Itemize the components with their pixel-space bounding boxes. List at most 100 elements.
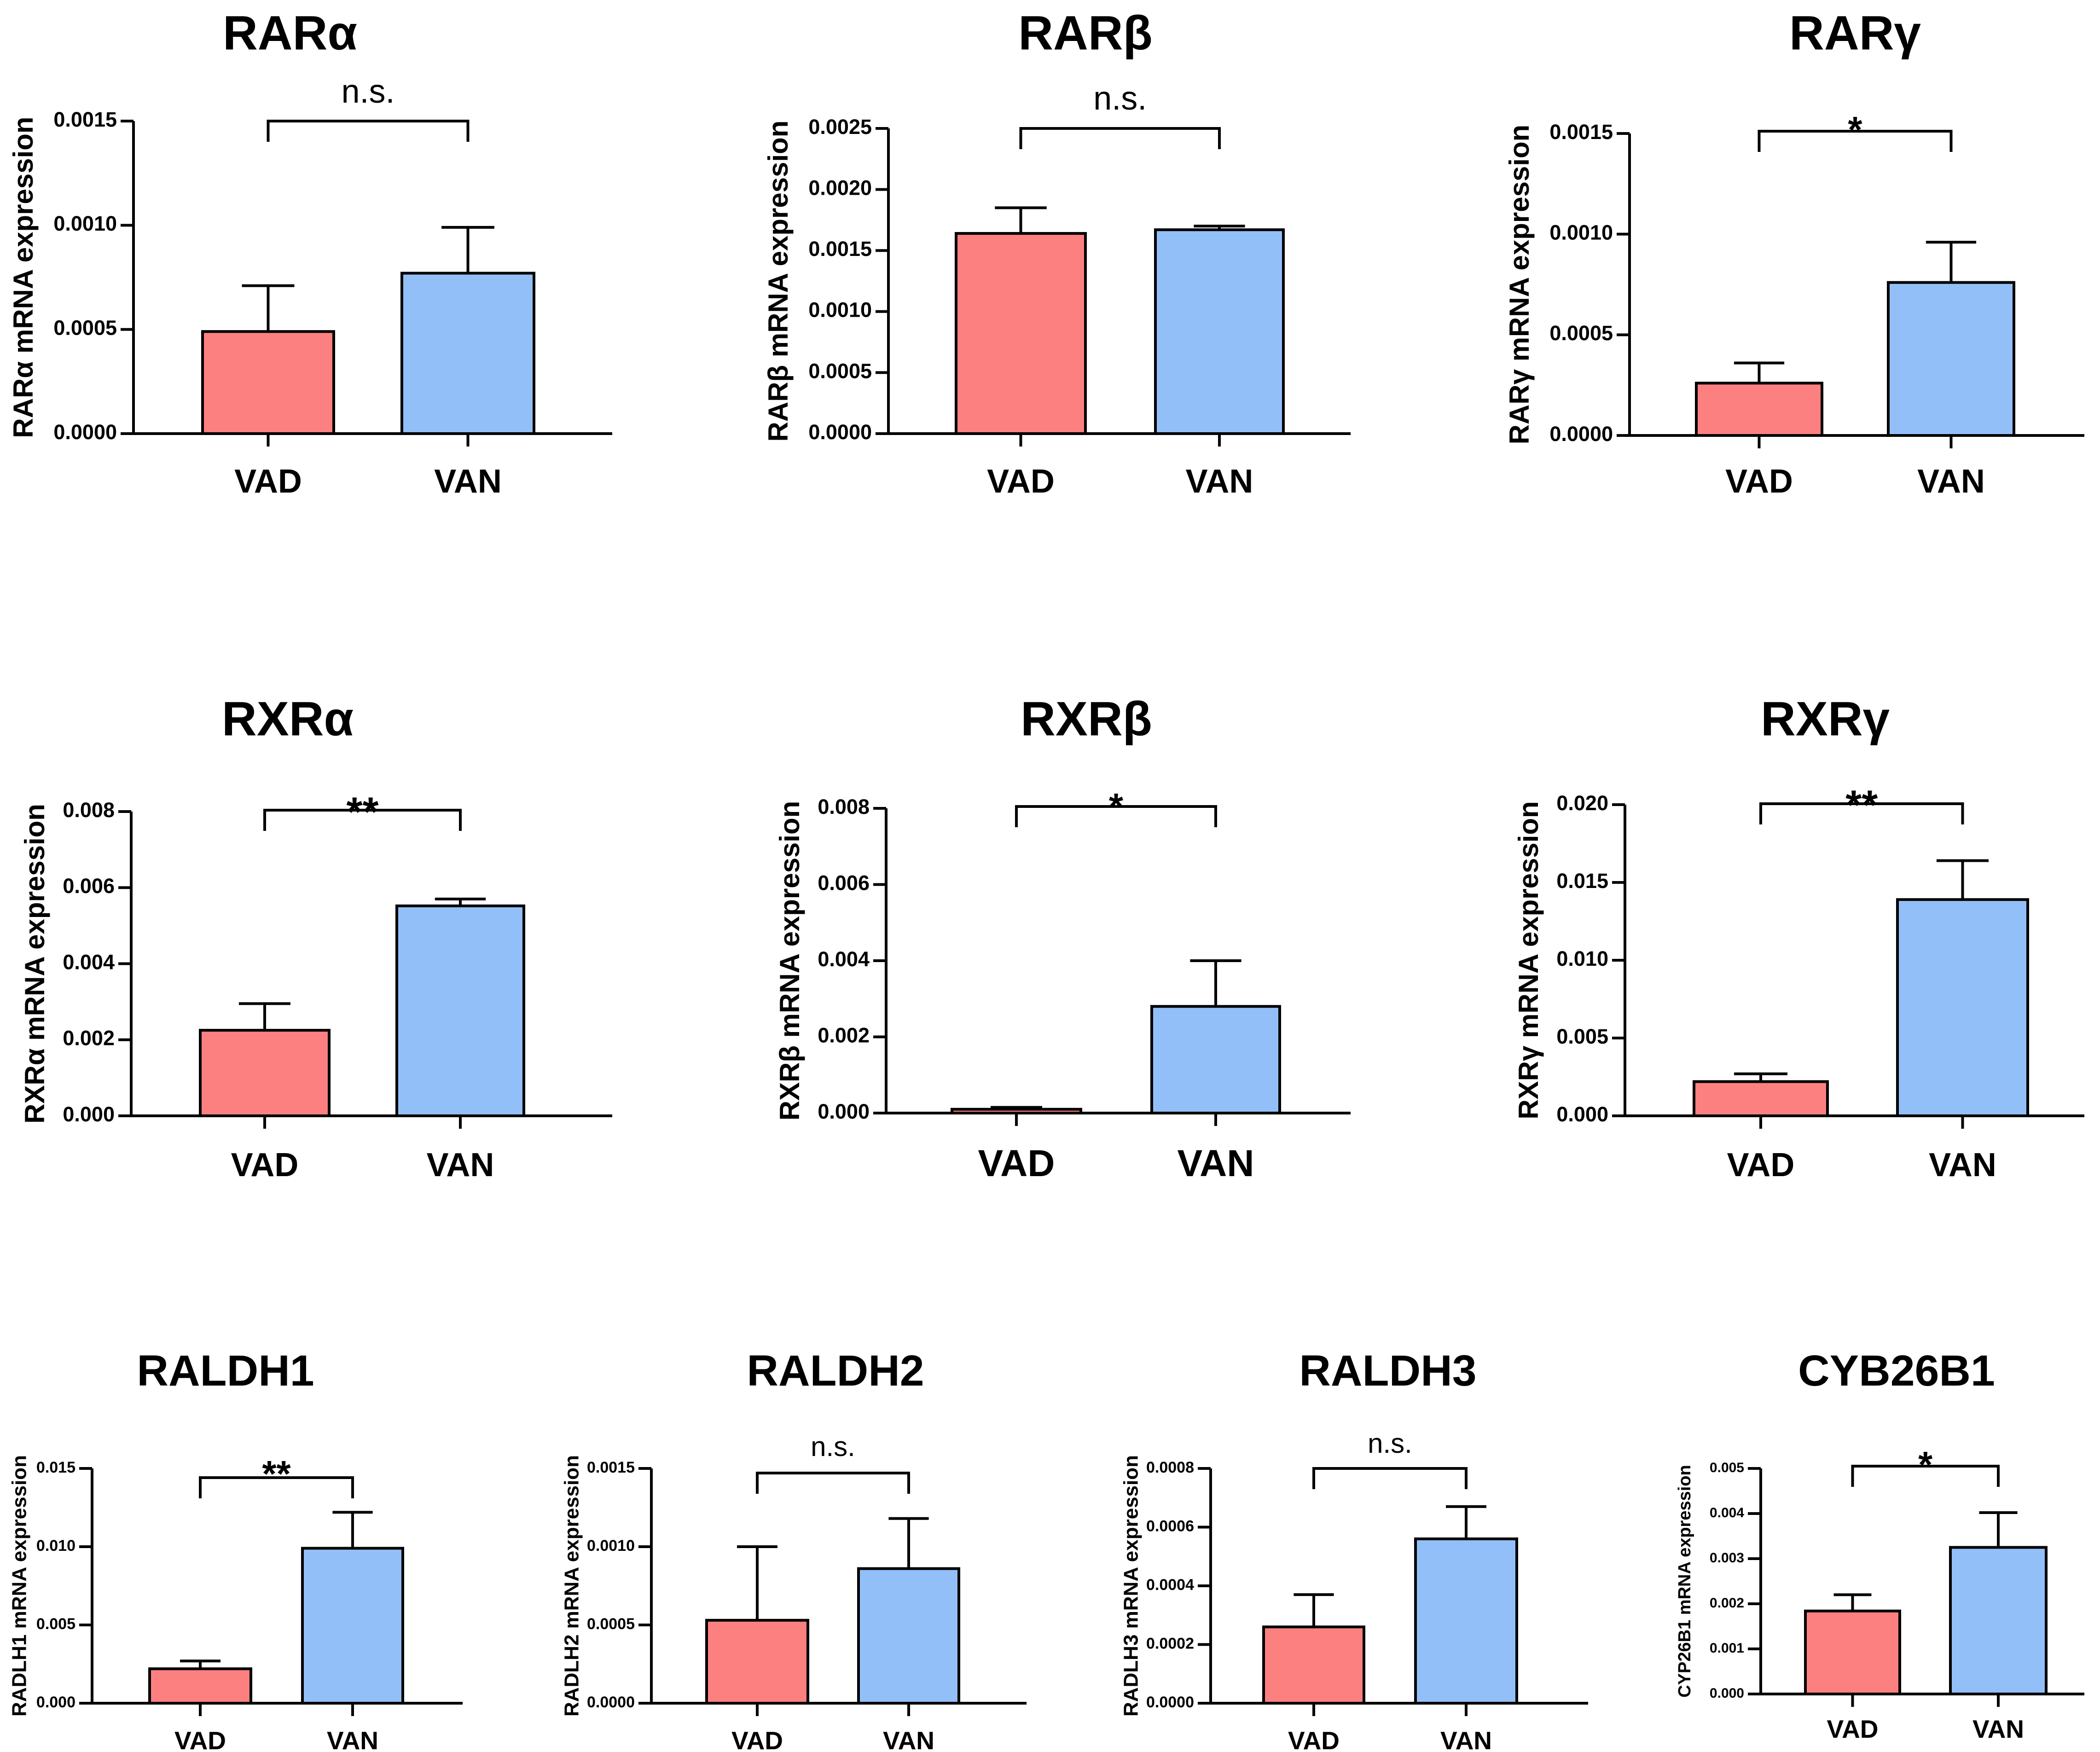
y-axis-label: RADLH1 mRNA expression [8, 1455, 31, 1717]
y-tick-label: 0.006 [818, 871, 870, 894]
y-tick-label: 0.0015 [587, 1459, 635, 1476]
x-tick-label: VAD [978, 1143, 1055, 1184]
x-tick-label: VAN [1177, 1143, 1254, 1184]
y-tick-label: 0.0000 [587, 1694, 635, 1711]
y-tick-label: 0.008 [63, 798, 115, 822]
significance-label: * [1918, 1444, 1933, 1485]
y-tick-label: 0.0000 [808, 420, 872, 444]
bar-van [1887, 281, 2015, 437]
chart-title: RALDH3 [1299, 1346, 1476, 1395]
significance-bracket [1015, 805, 1217, 827]
chart-panel-6: RXRγ RXRγ mRNA expression 0.000 0.005 0.010 0… [1513, 692, 2084, 1183]
chart-panel-1: RARα RARα mRNA expression 0.0000 0.0005 0.00… [8, 6, 612, 500]
y-axis-label: RXRα mRNA expression [19, 804, 50, 1124]
bar-vad [705, 1619, 809, 1705]
y-axis-label: RADLH2 mRNA expression [561, 1455, 583, 1717]
y-tick-label: 0.0000 [1549, 422, 1613, 446]
y-tick-label: 0.020 [1556, 791, 1608, 815]
y-tick-label: 0.005 [36, 1615, 75, 1633]
y-tick-label: 0.002 [1710, 1595, 1744, 1611]
y-tick-label: 0.0005 [587, 1615, 635, 1633]
y-axis-label: CYP26B1 mRNA expression [1675, 1465, 1694, 1697]
bar-van [400, 272, 535, 435]
y-tick-label: 0.005 [1710, 1460, 1744, 1475]
significance-label: n.s. [1093, 80, 1147, 117]
y-axis-label: RADLH3 mRNA expression [1120, 1455, 1143, 1717]
significance-label: n.s. [811, 1431, 855, 1462]
y-tick-label: 0.010 [1556, 947, 1608, 970]
bar-van [301, 1547, 404, 1705]
y-tick-label: 0.003 [1710, 1550, 1744, 1566]
y-tick-label: 0.006 [63, 874, 115, 898]
bar-van [857, 1567, 960, 1705]
y-tick-label: 0.0000 [53, 420, 117, 444]
y-tick-label: 0.000 [818, 1100, 870, 1123]
y-tick-label: 0.008 [818, 795, 870, 818]
y-tick-label: 0.001 [1710, 1641, 1744, 1656]
y-tick-label: 0.000 [36, 1694, 75, 1711]
y-tick-label: 0.0010 [808, 298, 872, 322]
y-tick-label: 0.0010 [587, 1537, 635, 1555]
x-tick-label: VAD [1727, 1147, 1795, 1183]
bar-vad [199, 1029, 331, 1117]
y-tick-label: 0.000 [63, 1102, 115, 1126]
y-tick-label: 0.0004 [1146, 1576, 1194, 1594]
significance-label: * [1848, 109, 1862, 150]
chart-title: RXRβ [1021, 692, 1152, 746]
chart-title: RARγ [1789, 6, 1921, 60]
chart-title: CYB26B1 [1798, 1346, 1995, 1395]
y-axis-label: RARγ mRNA expression [1504, 125, 1535, 445]
y-tick-label: 0.015 [1556, 869, 1608, 893]
bar-vad [951, 1108, 1082, 1115]
y-tick-label: 0.0005 [53, 316, 117, 340]
significance-bracket [1312, 1467, 1468, 1489]
significance-bracket [267, 120, 470, 142]
significance-bracket [1019, 127, 1221, 149]
y-tick-label: 0.0005 [1549, 321, 1613, 345]
chart-panel-10: CYB26B1 CYP26B1 mRNA expression 0.000 0.001… [1675, 1346, 2084, 1743]
chart-panel-2: RARβ RARβ mRNA expression 0.0000 0.0005 0.00… [763, 6, 1351, 500]
y-tick-label: 0.004 [1710, 1505, 1744, 1520]
significance-label: n.s. [341, 73, 394, 110]
x-tick-label: VAN [427, 1147, 494, 1183]
y-axis-label: RARβ mRNA expression [763, 121, 794, 442]
x-tick-label: VAD [1827, 1715, 1878, 1743]
x-tick-label: VAD [731, 1726, 783, 1752]
chart-title: RARα [223, 6, 357, 60]
y-tick-label: 0.000 [1710, 1686, 1744, 1701]
x-tick-label: VAN [434, 463, 502, 500]
y-tick-label: 0.0015 [808, 237, 872, 261]
x-tick-label: VAN [1440, 1726, 1492, 1752]
significance-label: ** [1845, 783, 1878, 829]
significance-label: n.s. [1368, 1428, 1412, 1459]
y-tick-label: 0.0006 [1146, 1517, 1194, 1535]
bar-van [1949, 1546, 2048, 1695]
x-tick-label: VAD [987, 463, 1055, 500]
y-tick-label: 0.0020 [808, 176, 872, 199]
y-tick-label: 0.0005 [808, 359, 872, 383]
bar-vad [201, 330, 335, 435]
y-tick-label: 0.0010 [53, 212, 117, 235]
x-tick-label: VAD [234, 463, 302, 500]
significance-label: ** [346, 789, 378, 835]
y-tick-label: 0.004 [63, 950, 115, 974]
x-tick-label: VAN [327, 1726, 378, 1752]
significance-bracket [1851, 1465, 2000, 1487]
x-tick-label: VAN [1917, 463, 1985, 500]
y-tick-label: 0.0025 [808, 115, 872, 139]
chart-panel-5: RXRβ RXRβ mRNA expression 0.000 0.002 0.004 0… [774, 692, 1351, 1184]
significance-label: * [1109, 786, 1124, 827]
significance-label: ** [262, 1453, 291, 1494]
bar-van [1150, 1005, 1281, 1115]
chart-panel-7: RALDH1 RADLH1 mRNA expression 0.000 0.005 0.… [8, 1346, 463, 1752]
y-tick-label: 0.0008 [1146, 1459, 1194, 1476]
x-tick-label: VAN [1972, 1715, 2024, 1743]
bar-van [1154, 228, 1285, 435]
y-tick-label: 0.0015 [1549, 120, 1613, 144]
y-tick-label: 0.0000 [1146, 1694, 1194, 1711]
x-tick-label: VAN [1929, 1147, 1996, 1183]
x-tick-label: VAD [231, 1147, 299, 1183]
y-tick-label: 0.000 [1556, 1102, 1608, 1126]
significance-bracket [756, 1472, 910, 1494]
